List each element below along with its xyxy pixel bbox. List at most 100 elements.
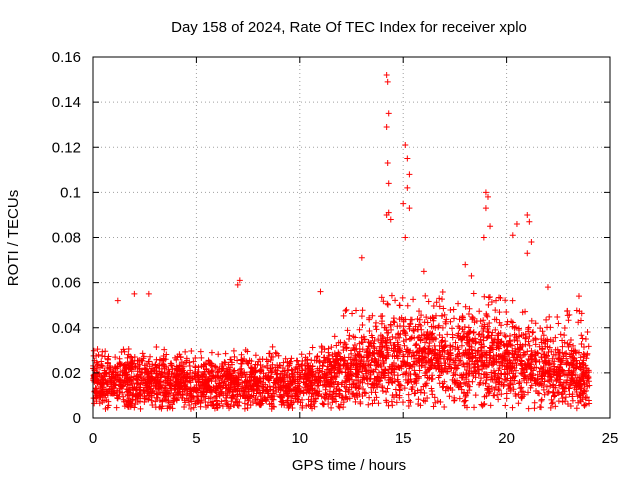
data-point	[162, 393, 169, 400]
data-point	[379, 318, 386, 325]
data-point	[405, 349, 412, 356]
data-point	[451, 378, 458, 385]
x-tick-label: 20	[498, 430, 515, 447]
data-point	[551, 392, 558, 399]
data-point	[162, 385, 169, 392]
data-point	[308, 357, 315, 364]
data-point	[197, 403, 204, 410]
data-point	[429, 314, 436, 321]
data-point	[342, 369, 349, 376]
data-point	[353, 307, 360, 314]
data-point	[222, 359, 229, 366]
data-point	[438, 364, 445, 371]
data-point	[478, 341, 485, 348]
data-point	[519, 365, 526, 372]
data-point	[178, 359, 185, 366]
data-point	[228, 372, 235, 379]
data-point	[221, 370, 228, 377]
data-point	[358, 334, 365, 341]
data-point	[436, 331, 443, 338]
data-point	[272, 349, 279, 356]
data-point	[451, 364, 458, 371]
data-point	[584, 374, 591, 381]
data-point	[174, 353, 181, 360]
data-point	[382, 338, 389, 345]
data-point	[493, 351, 500, 358]
data-point	[551, 363, 558, 370]
data-point	[420, 268, 427, 275]
data-point	[426, 342, 433, 349]
data-point	[531, 378, 538, 385]
data-point	[432, 346, 439, 353]
data-point	[388, 398, 395, 405]
data-point	[449, 331, 456, 338]
data-point	[466, 355, 473, 362]
data-point	[383, 342, 390, 349]
data-point	[316, 357, 323, 364]
data-point	[233, 374, 240, 381]
data-point	[552, 403, 559, 410]
data-point	[563, 350, 570, 357]
data-point	[400, 200, 407, 207]
data-point	[491, 386, 498, 393]
data-point	[399, 399, 406, 406]
data-point	[518, 394, 525, 401]
data-point	[238, 356, 245, 363]
data-point	[484, 387, 491, 394]
data-point	[376, 343, 383, 350]
data-point	[525, 338, 532, 345]
data-point	[528, 239, 535, 246]
data-point	[384, 301, 391, 308]
data-point	[403, 348, 410, 355]
data-point	[129, 363, 136, 370]
data-point	[580, 390, 587, 397]
data-point	[504, 360, 511, 367]
data-point	[164, 405, 171, 412]
data-point	[574, 393, 581, 400]
data-point	[269, 343, 276, 350]
data-point	[387, 339, 394, 346]
data-point	[315, 369, 322, 376]
data-point	[502, 402, 509, 409]
data-point	[186, 362, 193, 369]
data-point	[311, 378, 318, 385]
data-point	[195, 378, 202, 385]
data-point	[509, 297, 516, 304]
data-point	[497, 329, 504, 336]
data-point	[245, 397, 252, 404]
data-point	[541, 340, 548, 347]
data-point	[141, 366, 148, 373]
data-point	[525, 389, 532, 396]
data-point	[577, 383, 584, 390]
data-point	[368, 367, 375, 374]
data-point	[555, 398, 562, 405]
data-point	[527, 353, 534, 360]
data-point	[319, 362, 326, 369]
data-point	[272, 364, 279, 371]
data-point	[383, 72, 390, 79]
data-point	[584, 350, 591, 357]
data-point	[556, 355, 563, 362]
data-point	[472, 354, 479, 361]
data-point	[463, 339, 470, 346]
data-point	[276, 362, 283, 369]
data-point	[239, 371, 246, 378]
data-point	[276, 374, 283, 381]
data-point	[575, 379, 582, 386]
data-point	[90, 395, 97, 402]
data-point	[543, 316, 550, 323]
data-point	[359, 393, 366, 400]
data-point	[295, 361, 302, 368]
data-point	[435, 324, 442, 331]
data-point	[200, 370, 207, 377]
data-point	[258, 367, 265, 374]
data-point	[393, 352, 400, 359]
data-point	[461, 397, 468, 404]
data-point	[278, 384, 285, 391]
data-point	[439, 348, 446, 355]
data-point	[547, 373, 554, 380]
data-point	[490, 392, 497, 399]
data-point	[359, 321, 366, 328]
data-point	[575, 399, 582, 406]
